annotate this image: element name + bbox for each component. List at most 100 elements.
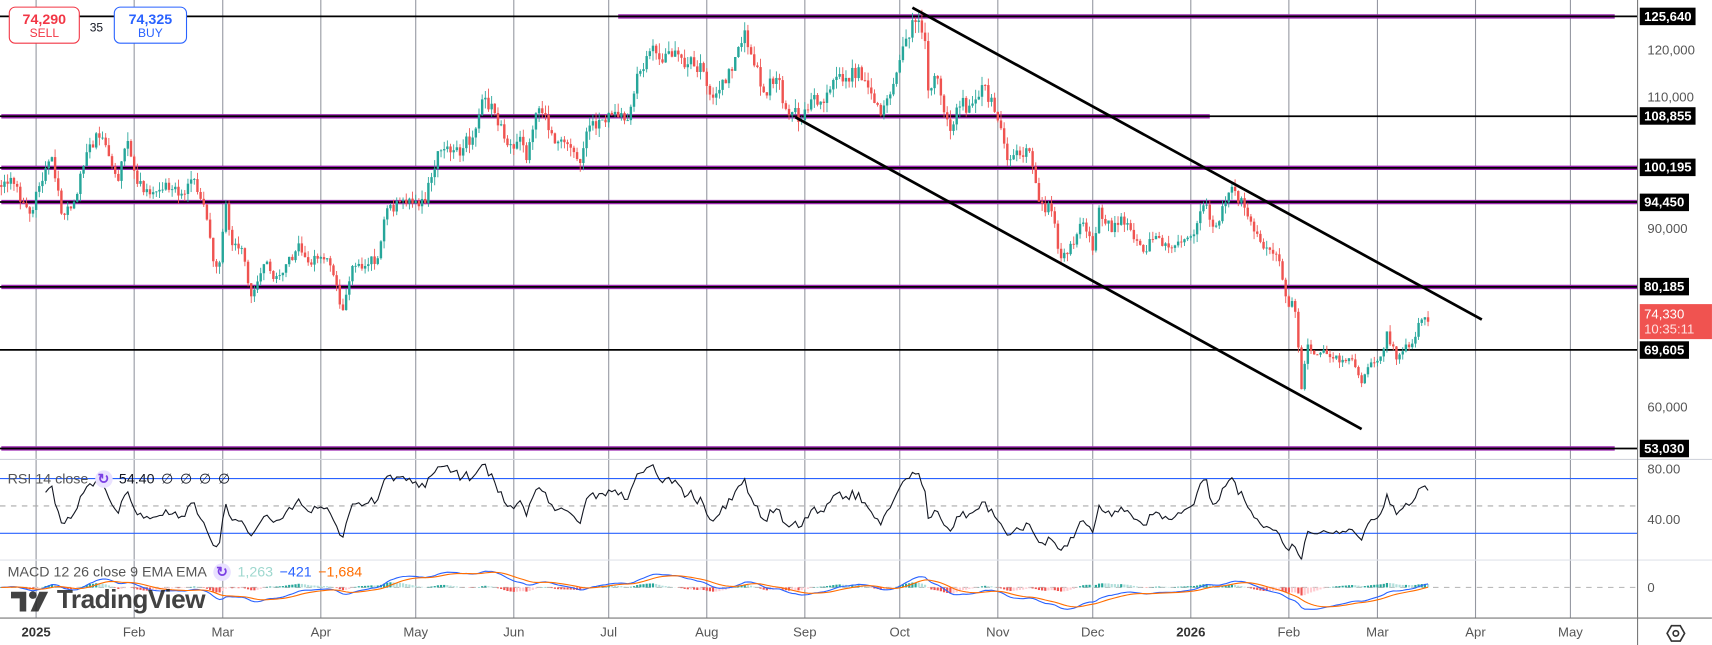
candle	[762, 83, 765, 93]
candle	[95, 132, 98, 150]
candle-body	[1025, 148, 1028, 157]
macd-histogram-bar	[1278, 587, 1281, 591]
candle-body	[892, 83, 895, 95]
macd-histogram-bar	[613, 585, 617, 588]
sell-button[interactable]: 74,290 SELL	[8, 6, 80, 44]
rsi-axis-tick: 80.00	[1647, 461, 1681, 477]
macd-legend[interactable]: MACD 12 26 close 9 EMA EMA ↻ 1,263 −421 …	[8, 563, 362, 581]
candle	[911, 12, 914, 43]
macd-histogram-bar	[338, 587, 341, 590]
candle	[1053, 206, 1056, 228]
candle	[218, 260, 221, 274]
candle-body	[196, 179, 199, 192]
time-label: Apr	[1465, 624, 1486, 640]
macd-histogram-bar	[1411, 585, 1414, 588]
candle	[139, 172, 142, 187]
candle-body	[645, 56, 648, 70]
candle	[189, 170, 193, 193]
candle-body	[1176, 241, 1180, 246]
candle-body	[990, 97, 993, 102]
candle-body	[313, 255, 316, 265]
candle-body	[696, 66, 699, 72]
rsi-extra: ∅	[198, 470, 212, 487]
macd-histogram-bar	[183, 587, 186, 588]
candle	[1369, 358, 1373, 368]
candle	[212, 237, 215, 267]
refresh-icon[interactable]: ↻	[213, 563, 231, 581]
candle	[85, 143, 88, 167]
macd-histogram-bar	[307, 584, 310, 588]
candle	[1256, 225, 1259, 238]
candle-body	[838, 74, 841, 77]
candle-body	[917, 20, 920, 23]
candle-body	[183, 193, 186, 195]
candle	[123, 147, 126, 167]
settings-icon[interactable]	[1665, 624, 1687, 644]
macd-histogram-bar	[1066, 587, 1069, 591]
candle-body	[579, 159, 582, 164]
macd-title: MACD 12 26 close 9 EMA EMA	[7, 563, 207, 580]
candle-body	[737, 46, 740, 57]
candle-body	[560, 139, 563, 142]
candle-body	[1344, 359, 1348, 362]
candle	[509, 139, 512, 154]
macd-histogram-bar	[1395, 584, 1398, 588]
candle	[180, 189, 183, 199]
candle	[389, 203, 392, 211]
candle	[1094, 226, 1098, 253]
macd-signal-value: −1,684	[318, 563, 363, 580]
candle	[642, 63, 645, 78]
macd-histogram-bar	[712, 587, 715, 592]
macd-histogram-bar	[139, 587, 142, 590]
macd-line-value: −421	[279, 563, 312, 580]
candle-body	[360, 263, 364, 269]
rsi-axis-tick: 40.00	[1647, 511, 1681, 528]
rsi-legend[interactable]: RSI 14 close ↻ 54.40 ∅ ∅ ∅ ∅	[8, 470, 230, 488]
candle-body	[31, 210, 35, 214]
macd-axis-tick: 0	[1647, 579, 1655, 596]
macd-histogram-bar	[392, 582, 395, 588]
candle	[344, 288, 348, 311]
candle	[1363, 373, 1366, 385]
candle	[623, 111, 626, 125]
candle	[158, 182, 161, 198]
macd-histogram-bar	[218, 587, 221, 593]
macd-histogram-bar	[310, 585, 313, 588]
macd-histogram-bar	[1322, 587, 1325, 589]
macd-histogram-bar	[1351, 585, 1354, 588]
candle-body	[670, 51, 674, 57]
candle	[806, 103, 810, 114]
candle-body	[300, 243, 304, 253]
candle	[316, 253, 319, 264]
macd-histogram-bar	[35, 587, 38, 589]
candle-body	[847, 77, 851, 82]
buy-button[interactable]: 74,325 BUY	[113, 6, 188, 44]
candle-body	[1268, 247, 1272, 250]
refresh-icon[interactable]: ↻	[94, 470, 113, 488]
candle-body	[3, 181, 6, 187]
macd-histogram-bar	[702, 587, 705, 591]
candle	[439, 149, 443, 158]
macd-line	[1, 570, 1429, 610]
candle	[1411, 339, 1414, 350]
candle-body	[702, 63, 705, 72]
macd-histogram-bar	[582, 587, 585, 590]
candle-body	[531, 129, 534, 143]
candle-body	[854, 67, 857, 79]
candle-body	[382, 219, 386, 242]
macd-histogram-bar	[829, 585, 832, 588]
candle	[170, 185, 174, 197]
candle	[797, 102, 800, 132]
macd-histogram-bar	[215, 587, 218, 593]
candle-body	[1154, 236, 1158, 240]
candle	[528, 138, 531, 164]
candle	[1271, 242, 1275, 261]
candle-body	[1059, 248, 1063, 259]
candle	[417, 198, 421, 211]
macd-histogram-bar	[639, 584, 642, 588]
macd-histogram-bar	[443, 584, 446, 588]
candle-body	[781, 80, 784, 104]
macd-histogram-bar	[1161, 586, 1164, 588]
